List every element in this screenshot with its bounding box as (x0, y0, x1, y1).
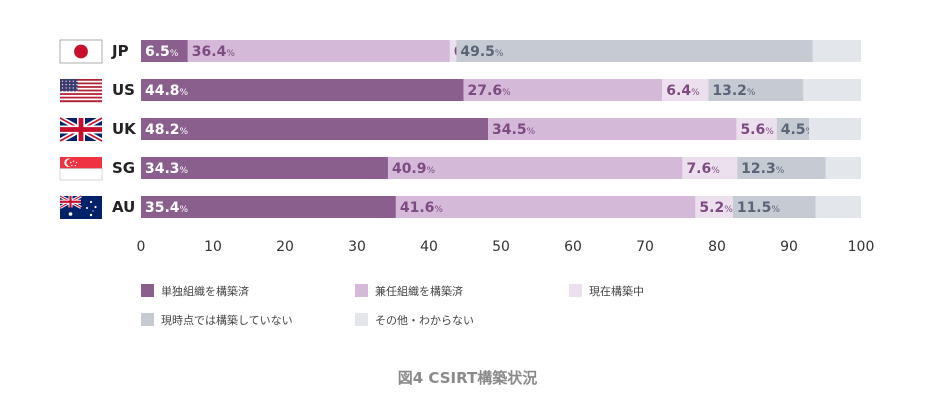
data-label-uk-0: 48.2% (145, 122, 189, 138)
data-label-jp-0: 6.5% (145, 44, 179, 60)
bar-segment-jp-2 (449, 40, 457, 62)
data-label-uk-1: 34.5% (492, 122, 536, 138)
x-tick-label-30: 30 (348, 239, 366, 255)
data-label-sg-0: 34.3% (145, 161, 189, 177)
csirt-stacked-bar-chart: JP6.5%36.4%0.9%49.5%US44.8%27.6%6.4%13.2… (58, 39, 875, 327)
category-label-au: AU (112, 198, 135, 216)
x-tick-label-80: 80 (708, 239, 726, 255)
au-flag-icon (59, 194, 102, 219)
bar-segment-sg-4 (825, 157, 861, 179)
legend-label-1: 兼任組織を構築済 (375, 284, 463, 298)
data-label-au-1: 41.6% (400, 200, 444, 216)
category-label-uk: UK (112, 120, 137, 138)
data-label-jp-1: 36.4% (192, 44, 236, 60)
legend-swatch-4 (355, 313, 368, 326)
legend-label-0: 単独組織を構築済 (161, 284, 249, 298)
data-label-sg-1: 40.9% (392, 161, 436, 177)
data-label-us-1: 27.6% (468, 83, 512, 99)
x-tick-label-70: 70 (636, 239, 654, 255)
data-label-us-2: 6.4% (666, 83, 700, 99)
bar-segment-uk-3 (776, 118, 810, 140)
category-label-us: US (112, 81, 135, 99)
bar-segment-us-0 (141, 79, 464, 101)
bar-segment-jp-1 (187, 40, 450, 62)
category-label-sg: SG (112, 159, 135, 177)
x-tick-label-50: 50 (492, 239, 510, 255)
x-tick-label-40: 40 (420, 239, 438, 255)
bar-segment-jp-4 (812, 40, 861, 62)
bar-segment-us-4 (803, 79, 861, 101)
x-tick-label-20: 20 (276, 239, 294, 255)
bar-segment-us-3 (708, 79, 804, 101)
bar-segment-au-3 (732, 196, 816, 218)
bar-segment-sg-0 (141, 157, 388, 179)
data-label-au-3: 11.5% (737, 200, 781, 216)
data-label-us-0: 44.8% (145, 83, 189, 99)
data-label-jp-3: 49.5% (460, 44, 504, 60)
bar-segment-uk-2 (736, 118, 777, 140)
x-tick-label-90: 90 (780, 239, 798, 255)
bar-segment-sg-1 (387, 157, 683, 179)
legend-swatch-3 (141, 313, 154, 326)
x-tick-label-10: 10 (204, 239, 222, 255)
legend-swatch-1 (355, 284, 368, 297)
bar-segment-us-1 (463, 79, 663, 101)
legend-swatch-2 (569, 284, 582, 297)
data-label-au-2: 5.2% (699, 200, 733, 216)
legend-label-3: 現時点では構築していない (161, 313, 293, 327)
legend-swatch-0 (141, 284, 154, 297)
bar-segment-au-4 (815, 196, 861, 218)
uk-flag-icon (58, 115, 104, 144)
sg-flag-icon (59, 157, 103, 181)
legend-label-4: その他・わからない (375, 314, 474, 327)
bar-segment-au-1 (395, 196, 696, 218)
bar-segment-us-2 (662, 79, 709, 101)
us-flag-icon (60, 79, 102, 103)
bar-segment-sg-2 (682, 157, 738, 179)
x-tick-label-100: 100 (848, 239, 875, 255)
x-tick-label-0: 0 (137, 239, 146, 255)
data-label-uk-2: 5.6% (740, 122, 774, 138)
chart-title: 図4 CSIRT構築状況 (397, 369, 538, 387)
x-tick-label-60: 60 (564, 239, 582, 255)
category-label-jp: JP (111, 42, 129, 60)
data-label-sg-2: 7.6% (686, 161, 720, 177)
bar-segment-uk-0 (141, 118, 489, 140)
bar-segment-au-2 (695, 196, 733, 218)
data-label-au-0: 35.4% (145, 200, 189, 216)
jp-flag-icon (59, 39, 103, 64)
bar-segment-au-0 (141, 196, 396, 218)
bar-segment-jp-3 (456, 40, 813, 62)
data-label-sg-3: 12.3% (741, 161, 785, 177)
legend-label-2: 現在構築中 (589, 284, 644, 298)
data-label-us-3: 13.2% (712, 83, 756, 99)
bar-segment-sg-3 (737, 157, 826, 179)
bar-segment-uk-4 (809, 118, 861, 140)
bar-segment-uk-1 (488, 118, 737, 140)
bar-segment-jp-0 (141, 40, 188, 62)
